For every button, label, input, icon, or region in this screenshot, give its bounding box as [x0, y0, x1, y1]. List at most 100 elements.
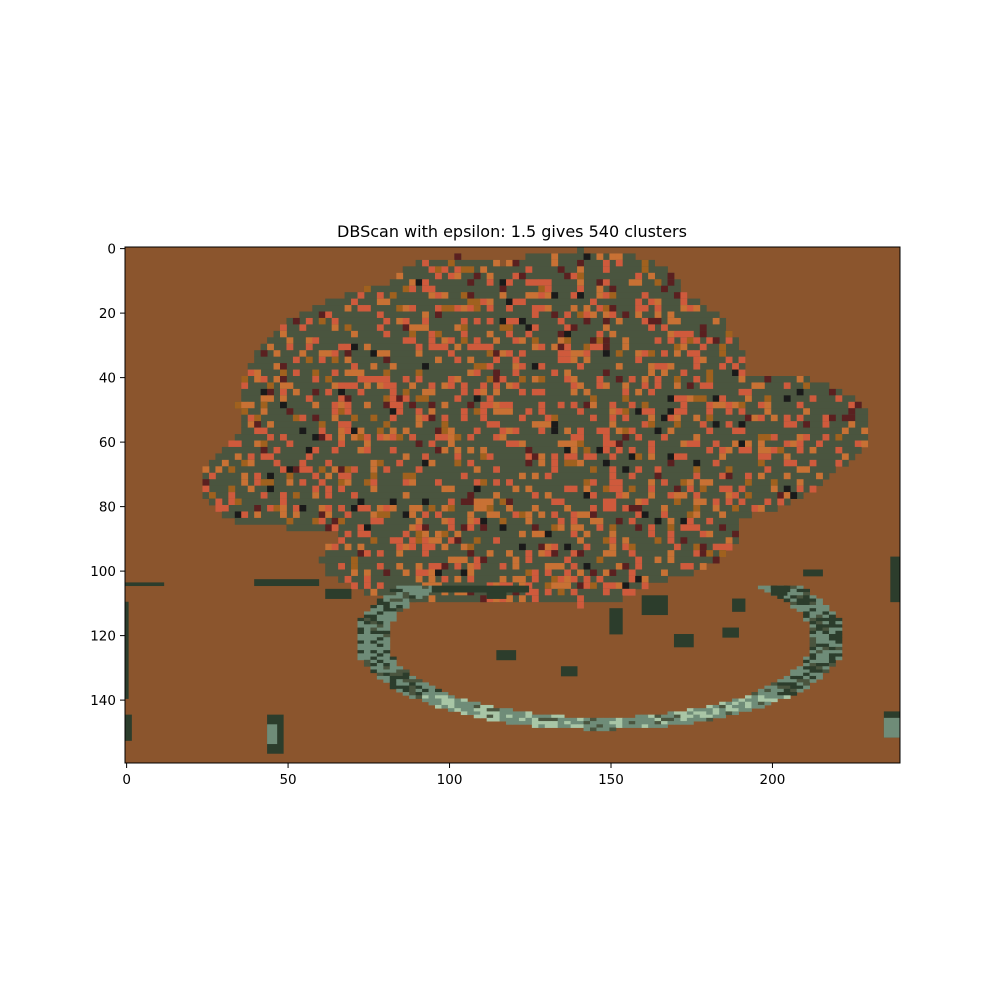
rim-cluster [757, 692, 765, 696]
cluster-cell [745, 388, 752, 396]
cluster-cell [699, 543, 707, 551]
cluster-cell [783, 453, 791, 461]
cluster-cell [525, 459, 533, 467]
cluster-cell [745, 472, 752, 480]
cluster-cell [454, 266, 462, 274]
cluster-cell [396, 563, 404, 570]
rim-cluster [389, 614, 397, 619]
rim-cluster [803, 672, 810, 677]
rim-cluster [790, 604, 798, 609]
rim-cluster [422, 682, 429, 687]
cluster-cell [712, 401, 720, 409]
rim-cluster [376, 643, 384, 648]
cluster-cell [351, 556, 358, 564]
rim-cluster [828, 656, 836, 661]
rim-cluster [460, 711, 468, 716]
cluster-cell [435, 305, 442, 312]
cluster-cell [641, 575, 649, 583]
cluster-cell [609, 408, 617, 416]
cluster-cell [570, 350, 578, 358]
rim-cluster [467, 701, 475, 706]
rim-cluster [828, 634, 836, 638]
cluster-cell [590, 492, 597, 499]
cluster-cell [602, 498, 610, 506]
cluster-cell [628, 446, 636, 454]
cluster-cell [318, 421, 326, 428]
cluster-cell [667, 414, 675, 422]
cluster-cell [318, 511, 326, 519]
cluster-cell [557, 588, 565, 596]
cluster-cell [667, 550, 675, 557]
rim-cluster [583, 724, 591, 728]
cluster-cell [525, 485, 533, 493]
rim-cluster [370, 624, 378, 628]
cluster-cell [699, 563, 707, 570]
cluster-cell [693, 472, 701, 480]
cluster-cell [596, 253, 604, 261]
cluster-cell [590, 298, 597, 306]
cluster-cell [525, 266, 533, 274]
cluster-cell [467, 298, 475, 306]
rim-cluster [816, 611, 823, 616]
cluster-cell [570, 376, 578, 383]
rim-cluster [577, 721, 584, 725]
rim-cluster [770, 688, 778, 693]
cluster-cell [506, 479, 513, 487]
cluster-cell [460, 524, 468, 532]
cluster-cell [648, 272, 655, 280]
cluster-cell [493, 466, 500, 474]
cluster-cell [732, 440, 739, 448]
cluster-cell [512, 356, 520, 364]
rim-cluster [699, 717, 707, 722]
rim-cluster [809, 669, 817, 674]
fragment-cluster [722, 627, 739, 638]
cluster-cell [260, 427, 268, 435]
rim-cluster [796, 601, 804, 606]
cluster-cell [254, 414, 262, 422]
cluster-cell [280, 492, 287, 499]
cluster-cell [422, 543, 429, 551]
rim-cluster [628, 721, 636, 725]
cluster-cell [512, 485, 520, 493]
cluster-cell [745, 395, 752, 403]
cluster-cell [480, 453, 488, 461]
cluster-cell [518, 543, 526, 551]
fragment-cluster [803, 569, 823, 577]
rim-cluster [796, 588, 804, 593]
cluster-cell [454, 434, 462, 441]
cluster-cell [628, 485, 636, 493]
cluster-cell [351, 363, 358, 370]
rim-cluster [525, 714, 533, 719]
rim-cluster [719, 714, 727, 719]
cluster-cell [609, 421, 617, 428]
cluster-cell [344, 511, 352, 519]
cluster-cell [602, 485, 610, 493]
rim-cluster [835, 617, 843, 622]
cluster-cell [609, 414, 617, 422]
cluster-cell [467, 492, 475, 499]
cluster-cell [609, 550, 617, 557]
cluster-cell [551, 311, 559, 319]
cluster-cell [783, 395, 791, 403]
cluster-cell [661, 350, 668, 358]
cluster-cell [732, 427, 739, 435]
cluster-cell [454, 530, 462, 538]
cluster-cell [370, 363, 378, 370]
rim-cluster [370, 604, 378, 609]
cluster-cell [357, 305, 365, 312]
rim-cluster [486, 708, 494, 712]
cluster-cell [583, 485, 591, 493]
rim-cluster [370, 630, 378, 635]
cluster-cell [376, 517, 384, 525]
cluster-cell [551, 582, 559, 590]
cluster-cell [415, 414, 423, 422]
cluster-cell [635, 453, 643, 461]
cluster-cell [648, 414, 655, 422]
cluster-cell [861, 427, 869, 435]
rim-cluster [389, 592, 397, 596]
rim-cluster [376, 650, 384, 654]
cluster-cell [641, 408, 649, 416]
cluster-cell [641, 421, 649, 428]
cluster-cell [247, 421, 255, 428]
cluster-cell [499, 317, 507, 325]
